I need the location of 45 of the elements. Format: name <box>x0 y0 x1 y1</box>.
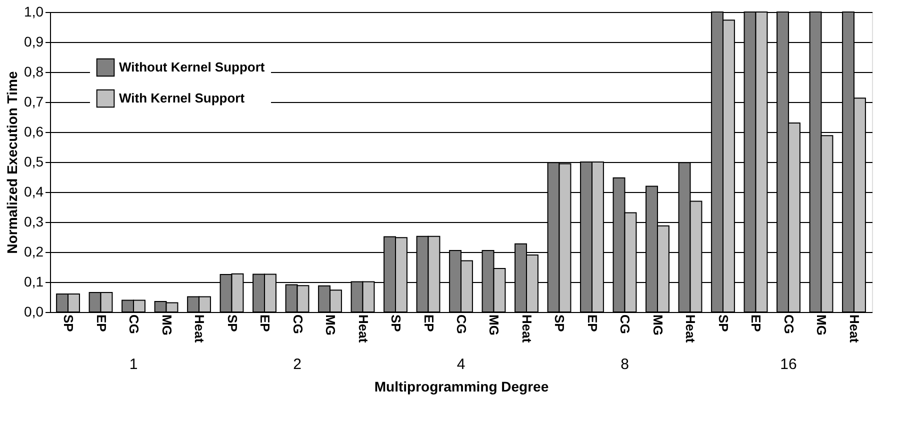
y-tick-label: 0,8 <box>24 64 44 80</box>
text: 16 <box>780 356 797 373</box>
x-tick-label: MG <box>814 314 830 336</box>
y-tick-label: 0,6 <box>24 124 44 140</box>
x-axis-title: Multiprogramming Degree <box>374 378 549 395</box>
x-tick-label: CG <box>126 314 142 334</box>
x-tick-label: CG <box>781 314 796 334</box>
legend-label: Without Kernel Support <box>119 60 266 74</box>
x-tick-label: Heat <box>520 314 534 344</box>
text: 1 <box>129 356 138 373</box>
x-tick-label: SP <box>552 314 568 332</box>
x-tick-label: Heat <box>192 314 208 344</box>
x-tick-label: SP <box>61 314 76 332</box>
text: 2 <box>293 356 302 373</box>
x-tick-label: EP <box>94 314 109 332</box>
y-tick-label: 1,0 <box>24 4 44 20</box>
x-tick-label: MG <box>650 314 666 336</box>
x-tick-label: EP <box>748 314 764 332</box>
legend-label: With Kernel Support <box>119 90 246 106</box>
y-tick-label: 0,2 <box>24 244 44 260</box>
x-tick-label: EP <box>258 314 273 332</box>
text: 8 <box>620 356 629 373</box>
x-tick-label: SP <box>224 314 240 332</box>
x-tick-label: SP <box>716 314 731 332</box>
x-tick-label: EP <box>421 314 436 332</box>
x-tick-label: Heat <box>683 314 698 344</box>
y-tick-label: 0,9 <box>24 34 44 50</box>
x-tick-label: MG <box>159 314 174 336</box>
x-tick-label: MG <box>486 314 502 336</box>
x-tick-label: Heat <box>356 314 371 344</box>
y-tick-label: 0,1 <box>24 274 44 290</box>
y-tick-label: 0,3 <box>24 214 44 230</box>
x-tick-label: CG <box>454 314 469 334</box>
y-axis-title: Normalized Execution Time <box>4 71 20 254</box>
x-tick-label: CG <box>290 314 306 334</box>
x-tick-label: Heat <box>846 314 862 344</box>
y-tick-label: 0,0 <box>24 304 44 320</box>
y-tick-label: 0,4 <box>24 184 44 200</box>
x-tick-label: EP <box>584 314 600 332</box>
x-tick-label: MG <box>323 314 338 336</box>
y-tick-label: 0,5 <box>24 154 44 170</box>
x-tick-label: CG <box>618 314 633 334</box>
x-tick-label: SP <box>388 314 404 332</box>
y-tick-label: 0,7 <box>24 94 44 110</box>
text: 4 <box>456 356 466 373</box>
